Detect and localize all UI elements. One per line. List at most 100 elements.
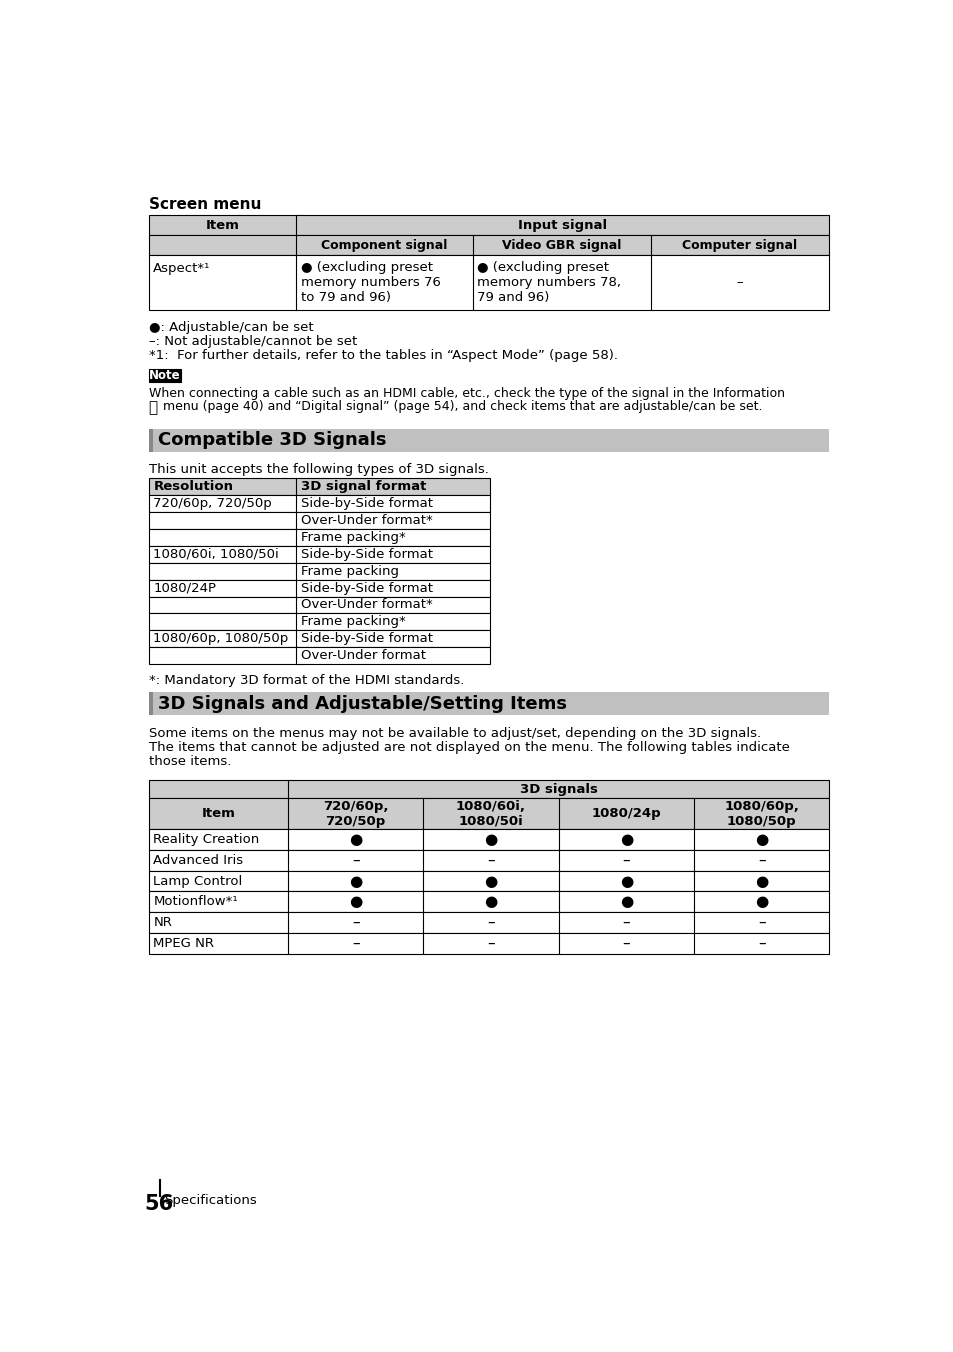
Text: Compatible 3D Signals: Compatible 3D Signals: [158, 431, 386, 449]
Text: ⓘ: ⓘ: [149, 400, 157, 415]
Bar: [149, 614, 489, 630]
Text: –: –: [622, 915, 630, 930]
Bar: [149, 913, 828, 933]
Text: ●: ●: [484, 873, 497, 888]
Text: ●: ●: [484, 831, 497, 846]
Text: 1080/60p, 1080/50p: 1080/60p, 1080/50p: [153, 633, 289, 645]
Text: *: Mandatory 3D format of the HDMI standards.: *: Mandatory 3D format of the HDMI stand…: [149, 673, 463, 687]
Bar: [149, 254, 828, 310]
Text: 1080/60i,
1080/50i: 1080/60i, 1080/50i: [456, 799, 525, 827]
Bar: [149, 235, 828, 254]
Text: Input signal: Input signal: [517, 219, 606, 233]
Text: Specifications: Specifications: [164, 1194, 256, 1207]
Bar: [149, 648, 489, 664]
Text: 1080/24P: 1080/24P: [153, 581, 216, 595]
Text: 56: 56: [144, 1194, 173, 1214]
Text: Side-by-Side format: Side-by-Side format: [300, 581, 432, 595]
Text: This unit accepts the following types of 3D signals.: This unit accepts the following types of…: [149, 462, 488, 476]
Text: Frame packing*: Frame packing*: [300, 615, 405, 629]
Text: Some items on the menus may not be available to adjust/set, depending on the 3D : Some items on the menus may not be avail…: [149, 727, 760, 741]
Text: Aspect*¹: Aspect*¹: [153, 262, 211, 276]
Bar: [149, 369, 181, 383]
Text: Frame packing: Frame packing: [300, 565, 398, 577]
Text: Over-Under format*: Over-Under format*: [300, 514, 432, 527]
Text: those items.: those items.: [149, 756, 231, 768]
Text: Advanced Iris: Advanced Iris: [153, 853, 243, 867]
Text: Resolution: Resolution: [153, 480, 233, 493]
Text: ●: ●: [619, 894, 633, 910]
Text: –: –: [352, 936, 359, 950]
Text: Component signal: Component signal: [321, 239, 447, 251]
Text: –: Not adjustable/cannot be set: –: Not adjustable/cannot be set: [149, 335, 356, 347]
Text: ●: ●: [484, 894, 497, 910]
Bar: [149, 562, 489, 580]
Text: ●: ●: [619, 873, 633, 888]
Text: 3D signals: 3D signals: [519, 783, 597, 795]
Text: 1080/24p: 1080/24p: [591, 807, 660, 821]
Text: ●: ●: [755, 894, 767, 910]
Bar: [149, 495, 489, 512]
Text: ●: ●: [349, 894, 362, 910]
Text: –: –: [622, 853, 630, 868]
Text: Frame packing*: Frame packing*: [300, 531, 405, 544]
Bar: [149, 692, 153, 715]
Text: ● (excluding preset
memory numbers 78,
79 and 96): ● (excluding preset memory numbers 78, 7…: [476, 261, 620, 304]
Text: 1080/60p,
1080/50p: 1080/60p, 1080/50p: [723, 799, 799, 827]
Bar: [149, 933, 828, 953]
Bar: [149, 580, 489, 596]
Text: ●: ●: [755, 831, 767, 846]
Text: ●: Adjustable/can be set: ●: Adjustable/can be set: [149, 320, 313, 334]
Text: Reality Creation: Reality Creation: [153, 833, 259, 846]
Bar: [149, 215, 828, 235]
Text: –: –: [757, 936, 764, 950]
Text: When connecting a cable such as an HDMI cable, etc., check the type of the signa: When connecting a cable such as an HDMI …: [149, 387, 784, 400]
Text: Item: Item: [205, 219, 239, 233]
Bar: [149, 479, 489, 495]
Text: ●: ●: [349, 873, 362, 888]
Bar: [149, 596, 489, 614]
Bar: [149, 780, 828, 798]
Text: –: –: [352, 853, 359, 868]
Text: ●: ●: [619, 831, 633, 846]
Bar: [149, 546, 489, 562]
Bar: [149, 829, 828, 850]
Bar: [149, 871, 828, 891]
Text: NR: NR: [153, 917, 172, 929]
Bar: [149, 630, 489, 648]
Text: Side-by-Side format: Side-by-Side format: [300, 548, 432, 561]
Text: –: –: [487, 853, 495, 868]
Text: Side-by-Side format: Side-by-Side format: [300, 633, 432, 645]
Text: menu (page 40) and “Digital signal” (page 54), and check items that are adjustab: menu (page 40) and “Digital signal” (pag…: [162, 400, 761, 414]
Text: Over-Under format: Over-Under format: [300, 649, 425, 662]
Text: –: –: [757, 853, 764, 868]
Text: 1080/60i, 1080/50i: 1080/60i, 1080/50i: [153, 548, 279, 561]
Text: *1:  For further details, refer to the tables in “Aspect Mode” (page 58).: *1: For further details, refer to the ta…: [149, 349, 617, 361]
Text: –: –: [352, 915, 359, 930]
Text: Motionflow*¹: Motionflow*¹: [153, 895, 237, 909]
Bar: [149, 692, 828, 715]
Text: –: –: [487, 936, 495, 950]
Text: ●: ●: [755, 873, 767, 888]
Text: Note: Note: [149, 369, 181, 383]
Text: ●: ●: [349, 831, 362, 846]
Text: –: –: [757, 915, 764, 930]
Text: Side-by-Side format: Side-by-Side format: [300, 496, 432, 510]
Text: 720/60p, 720/50p: 720/60p, 720/50p: [153, 496, 272, 510]
Text: Lamp Control: Lamp Control: [153, 875, 242, 887]
Text: Video GBR signal: Video GBR signal: [501, 239, 620, 251]
Text: Screen menu: Screen menu: [149, 197, 261, 212]
Bar: [149, 512, 489, 529]
Bar: [149, 429, 153, 452]
Text: Over-Under format*: Over-Under format*: [300, 599, 432, 611]
Text: MPEG NR: MPEG NR: [153, 937, 214, 950]
Text: –: –: [736, 276, 742, 289]
Bar: [149, 891, 828, 913]
Bar: [149, 798, 828, 829]
Text: Item: Item: [201, 807, 235, 821]
Bar: [149, 850, 828, 871]
Text: 3D signal format: 3D signal format: [300, 480, 426, 493]
Text: 3D Signals and Adjustable/Setting Items: 3D Signals and Adjustable/Setting Items: [158, 695, 566, 713]
Text: –: –: [487, 915, 495, 930]
Text: ● (excluding preset
memory numbers 76
to 79 and 96): ● (excluding preset memory numbers 76 to…: [300, 261, 440, 304]
Text: Computer signal: Computer signal: [681, 239, 797, 251]
